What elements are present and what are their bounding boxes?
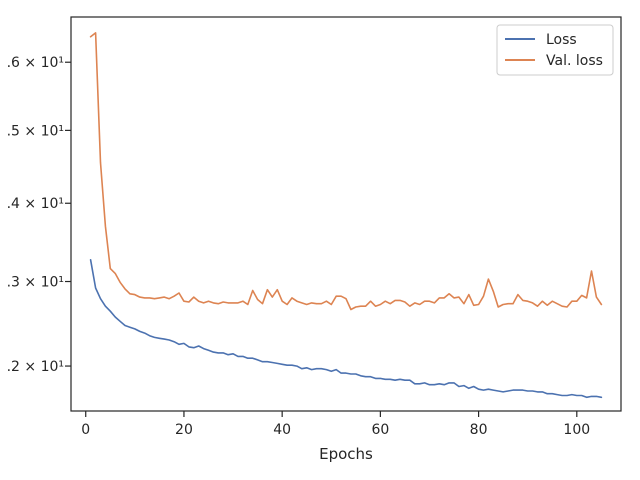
x-tick-label: 40 — [273, 422, 291, 438]
x-tick-label: 100 — [563, 422, 590, 438]
x-axis-label: Epochs — [319, 445, 373, 463]
legend-box — [496, 24, 614, 76]
axes-frame — [70, 16, 622, 412]
y-axis: .2 × 10¹ .3 × 10¹ .4 × 10¹ .5 × 10¹ .6 × 10¹ — [7, 55, 71, 375]
y-tick-label: .2 × 10¹ — [7, 359, 64, 375]
series-line-val-loss — [89, 32, 603, 311]
legend-label-loss: Loss — [546, 32, 577, 48]
series-line-loss — [89, 258, 603, 399]
legend: Loss Val. loss — [496, 24, 614, 76]
y-tick-label: .4 × 10¹ — [7, 196, 64, 212]
plot-area — [70, 16, 622, 412]
y-tick-label: .6 × 10¹ — [7, 55, 64, 71]
x-tick-label: 0 — [81, 422, 90, 438]
legend-label-val-loss: Val. loss — [546, 53, 603, 69]
x-axis: 0 20 40 60 80 100 — [81, 411, 590, 438]
y-tick-label: .3 × 10¹ — [7, 275, 64, 291]
x-tick-label: 20 — [175, 422, 193, 438]
x-tick-label: 60 — [371, 422, 389, 438]
x-tick-label: 80 — [470, 422, 488, 438]
y-tick-label: .5 × 10¹ — [7, 123, 64, 139]
series-layer — [89, 32, 603, 399]
